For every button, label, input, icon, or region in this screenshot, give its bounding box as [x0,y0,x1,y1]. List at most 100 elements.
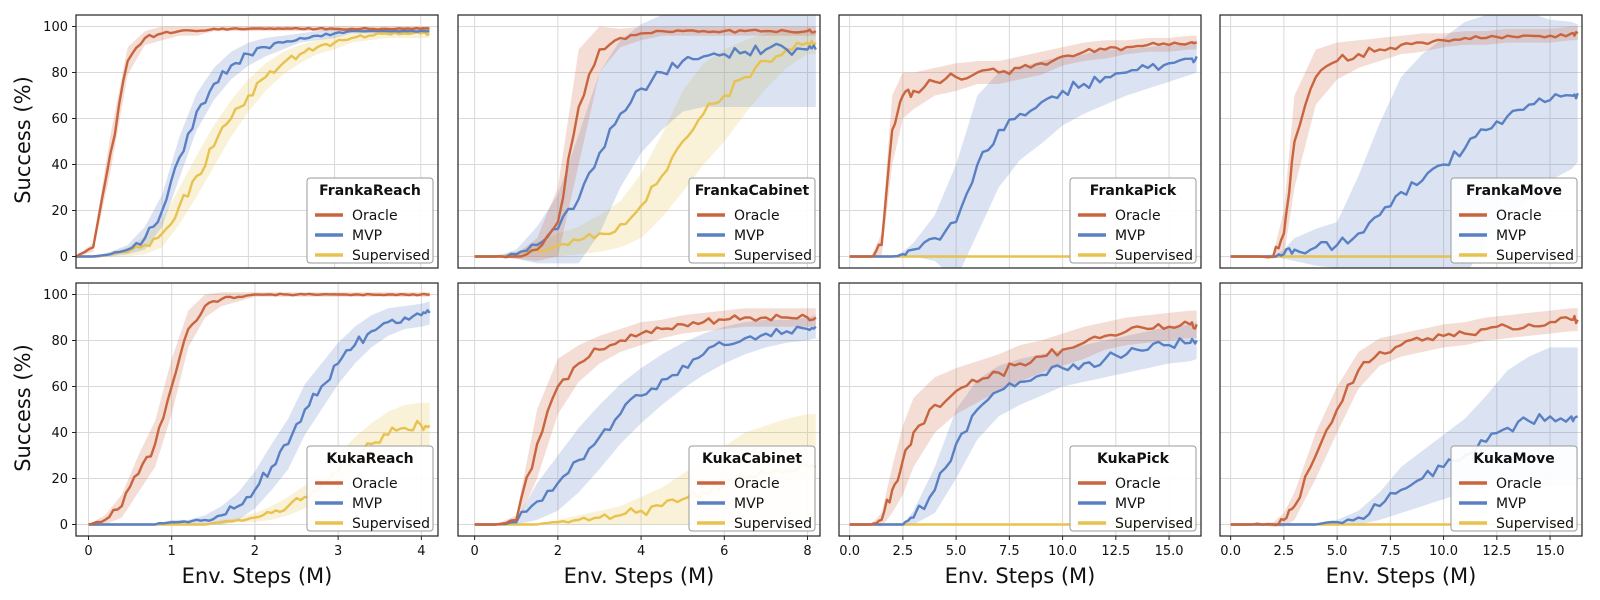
mvp-line [76,29,430,258]
x-tick-label: 0.0 [839,544,860,559]
y-tick-label: 100 [43,20,68,35]
y-tick-label: 40 [51,158,68,173]
oracle-band [474,308,816,525]
x-tick-label: 2 [251,544,259,559]
oracle-legend-label: Oracle [352,208,398,224]
oracle-band [849,35,1197,257]
x-tick-label: 1 [168,544,176,559]
mvp-band [849,40,1197,268]
legend: FrankaPick Oracle MVP Supervised [1069,177,1197,264]
mvp-band [849,322,1197,525]
y-tick-label: 60 [51,112,68,127]
oracle-band [1230,26,1578,259]
x-tick-label: 7.5 [1380,544,1401,559]
y-tick-label: 40 [51,426,68,441]
oracle-legend-label: Oracle [1496,476,1542,492]
supervised-legend-label: Supervised [352,516,430,532]
supervised-legend-label: Supervised [734,516,812,532]
mvp-legend-label: MVP [1496,228,1526,244]
x-tick-label: 2.5 [1274,544,1295,559]
mvp-legend-label: MVP [352,228,382,244]
panel-grid: 020406080100FrankaReachOracleMVPSupervis… [43,14,1583,588]
y-tick-label: 80 [51,334,68,349]
supervised-band [474,31,816,257]
mvp-legend-label: MVP [734,496,764,512]
chart-panel-kukamove: 0.0 2.5 5.0 7.5 10.0 12.5 15.0 KukaMove Oracle MV… [1219,282,1583,588]
y-tick-label: 20 [51,204,68,219]
x-tick-label: 7.5 [999,544,1020,559]
legend: FrankaMove Oracle MVP Supervised [1450,177,1578,264]
legend: FrankaReach Oracle MVP Supervised [306,177,434,264]
oracle-legend-label: Oracle [1115,208,1161,224]
y-axis-title-top: Success (%) [11,76,35,204]
x-tick-label: 15.0 [1155,544,1184,559]
oracle-line [474,28,817,259]
supervised-legend-label: Supervised [1115,516,1193,532]
supervised-legend-label: Supervised [1115,248,1193,264]
supervised-line [76,30,431,258]
x-tick-label: 5.0 [946,544,967,559]
oracle-legend-label: Oracle [1496,208,1542,224]
x-tick-label: 10.0 [1429,544,1458,559]
oracle-band [1230,308,1578,527]
oracle-line [849,320,1198,526]
mvp-line [1230,413,1579,526]
mvp-line [88,309,431,526]
x-axis-title: Env. Steps (M) [945,564,1096,588]
x-tick-label: 2.5 [893,544,914,559]
legend-title: KukaReach [326,451,413,467]
chart-panel-frankareach: 0 20 40 60 80 100 FrankaReach Oracle MVP Supervis… [43,14,439,269]
oracle-line [1230,314,1579,527]
plot-frame [838,14,1202,269]
mvp-band [88,301,430,525]
x-tick-label: 5.0 [1327,544,1348,559]
oracle-legend-label: Oracle [734,208,780,224]
plot-area [474,15,817,264]
x-tick-label: 2 [554,544,562,559]
plot-frame [838,282,1202,537]
x-tick-label: 4 [637,544,645,559]
legend-title: KukaCabinet [702,451,802,467]
plot-frame [1219,282,1583,537]
chart-panel-kukareach: 0 20 40 60 80 100 0 1 2 3 4 KukaReach Oracle MVP Super… [43,282,439,588]
mvp-line [474,325,817,526]
y-tick-label: 0 [60,518,68,533]
y-tick-label: 0 [60,250,68,265]
legend-title: FrankaReach [319,183,421,199]
chart-panel-frankacabinet: FrankaCabinet Oracle MVP Supervised [457,14,821,269]
x-axis-title: Env. Steps (M) [1326,564,1477,588]
legend-box [1450,445,1578,532]
x-tick-label: 6 [720,544,728,559]
y-tick-label: 20 [51,472,68,487]
oracle-line [76,26,430,258]
legend-box [1069,445,1197,532]
legend-box [1450,177,1578,264]
mvp-band [474,315,816,525]
plot-frame [457,14,821,269]
plot-frame [457,282,821,537]
legend-box [688,445,816,532]
x-tick-label: 12.5 [1101,544,1130,559]
mvp-legend-label: MVP [352,496,382,512]
x-tick-label: 15.0 [1536,544,1565,559]
oracle-legend-label: Oracle [734,476,780,492]
oracle-band [474,26,816,262]
supervised-legend-label: Supervised [1496,248,1574,264]
legend: KukaMove Oracle MVP Supervised [1450,445,1578,532]
legend-title: FrankaCabinet [695,183,810,199]
legend-box [688,177,816,264]
oracle-legend-label: Oracle [352,476,398,492]
legend: FrankaCabinet Oracle MVP Supervised [688,177,816,264]
legend: KukaReach Oracle MVP Supervised [306,445,434,532]
legend-box [1069,177,1197,264]
plot-frame [75,282,439,537]
mvp-line [474,42,817,259]
mvp-legend-label: MVP [1115,496,1145,512]
y-tick-label: 80 [51,66,68,81]
legend: KukaPick Oracle MVP Supervised [1069,445,1197,532]
mvp-legend-label: MVP [734,228,764,244]
x-tick-label: 0.0 [1220,544,1241,559]
mvp-legend-label: MVP [1496,496,1526,512]
x-tick-label: 12.5 [1482,544,1511,559]
